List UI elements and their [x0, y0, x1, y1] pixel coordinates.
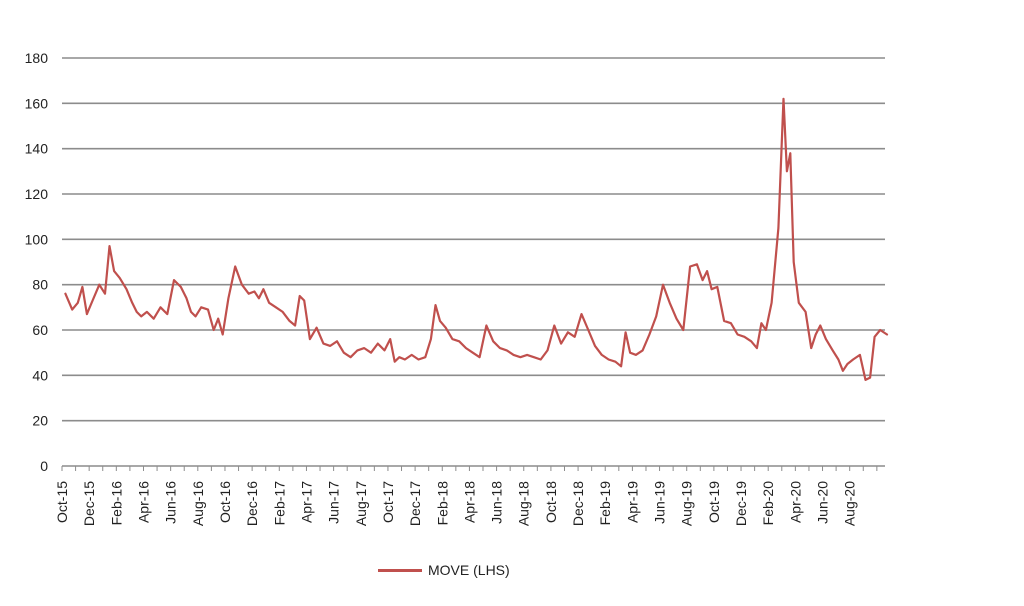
y-tick-label: 0 — [40, 458, 48, 474]
y-tick-label: 160 — [25, 95, 49, 111]
x-tick-label: Aug-18 — [516, 481, 532, 526]
x-tick-label: Aug-19 — [679, 481, 695, 526]
x-tick-label: Dec-19 — [733, 481, 749, 526]
y-tick-label: 120 — [25, 186, 49, 202]
x-axis: Oct-15 Dec-15 Feb-16 Apr-16 Jun-16 Aug-16 Oct-… — [54, 465, 885, 526]
x-tick-label: Dec-17 — [407, 481, 423, 526]
x-tick-label: Oct-18 — [543, 481, 559, 523]
x-tick-label: Dec-18 — [570, 481, 586, 526]
x-tick-label: Jun-17 — [326, 481, 342, 524]
gridlines — [62, 57, 885, 422]
legend-swatch-move — [378, 568, 422, 572]
series-layer — [64, 97, 889, 381]
x-tick-label: Feb-18 — [434, 481, 450, 526]
y-tick-label: 100 — [25, 231, 49, 247]
y-tick-label: 60 — [32, 322, 48, 338]
x-tick-label: Jun-20 — [815, 481, 831, 524]
x-tick-label: Feb-19 — [597, 481, 613, 526]
x-tick-label: Apr-17 — [298, 481, 314, 523]
x-tick-label: Oct-19 — [706, 481, 722, 523]
x-tick-label: Aug-17 — [353, 481, 369, 526]
x-tick-label: Aug-16 — [190, 481, 206, 526]
series-line-move — [64, 97, 889, 381]
x-tick-label: Dec-16 — [244, 481, 260, 526]
x-tick-label: Apr-18 — [461, 481, 477, 523]
y-tick-label: 80 — [32, 277, 48, 293]
x-tick-label: Oct-15 — [54, 481, 70, 523]
legend-label-move: MOVE (LHS) — [428, 562, 510, 578]
y-axis: 0 20 40 60 80 100 120 140 160 180 — [25, 50, 49, 474]
y-tick-label: 180 — [25, 50, 49, 66]
x-tick-label: Dec-15 — [81, 481, 97, 526]
x-tick-label: Jun-16 — [163, 481, 179, 524]
x-tick-label: Oct-16 — [217, 481, 233, 523]
x-tick-label: Feb-20 — [760, 481, 776, 526]
x-tick-label: Jun-18 — [489, 481, 505, 524]
legend: MOVE (LHS) — [378, 562, 510, 578]
x-tick-label: Apr-19 — [624, 481, 640, 523]
y-tick-label: 40 — [32, 367, 48, 383]
y-tick-label: 140 — [25, 141, 49, 157]
x-tick-label: Feb-17 — [271, 481, 287, 526]
x-tick-label: Aug-20 — [842, 481, 858, 526]
x-tick-label: Oct-17 — [380, 481, 396, 523]
x-tick-label: Apr-16 — [135, 481, 151, 523]
x-tick-label: Jun-19 — [652, 481, 668, 524]
y-tick-label: 20 — [32, 413, 48, 429]
x-tick-label: Apr-20 — [787, 481, 803, 523]
x-tick-label: Feb-16 — [108, 481, 124, 526]
